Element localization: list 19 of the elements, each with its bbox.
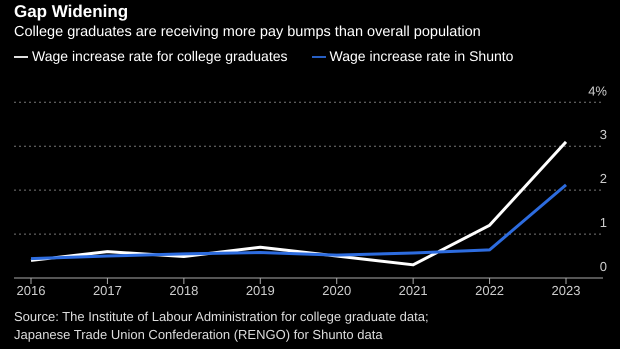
x-tick-label: 2018 (169, 283, 198, 298)
x-tick-label: 2017 (92, 283, 122, 298)
legend-label: Wage increase rate in Shunto (330, 48, 514, 64)
chart-subtitle: College graduates are receiving more pay bumps than overall population (14, 24, 481, 40)
x-tick-label: 2019 (246, 283, 275, 298)
x-tick-label: 2021 (398, 283, 428, 298)
y-tick-label: 4% (588, 83, 608, 98)
chart-title: Gap Widening (14, 2, 128, 22)
x-tick-label: 2023 (552, 283, 580, 298)
y-tick-label: 1 (600, 215, 607, 230)
source-note: Source: The Institute of Labour Administration for college graduate data; (14, 308, 429, 326)
x-tick-label: 2020 (322, 283, 352, 298)
y-tick-label: 2 (600, 171, 607, 186)
text: Japanese Trade Union Confederation (RENGO) for Shunto data (14, 326, 384, 344)
x-tick-label: 2022 (475, 283, 504, 298)
legend-label: Wage increase rate for college graduates (32, 48, 288, 64)
y-tick-label: 0 (600, 259, 607, 274)
x-tick-label: 2016 (16, 283, 46, 298)
y-tick-label: 3 (600, 127, 607, 142)
